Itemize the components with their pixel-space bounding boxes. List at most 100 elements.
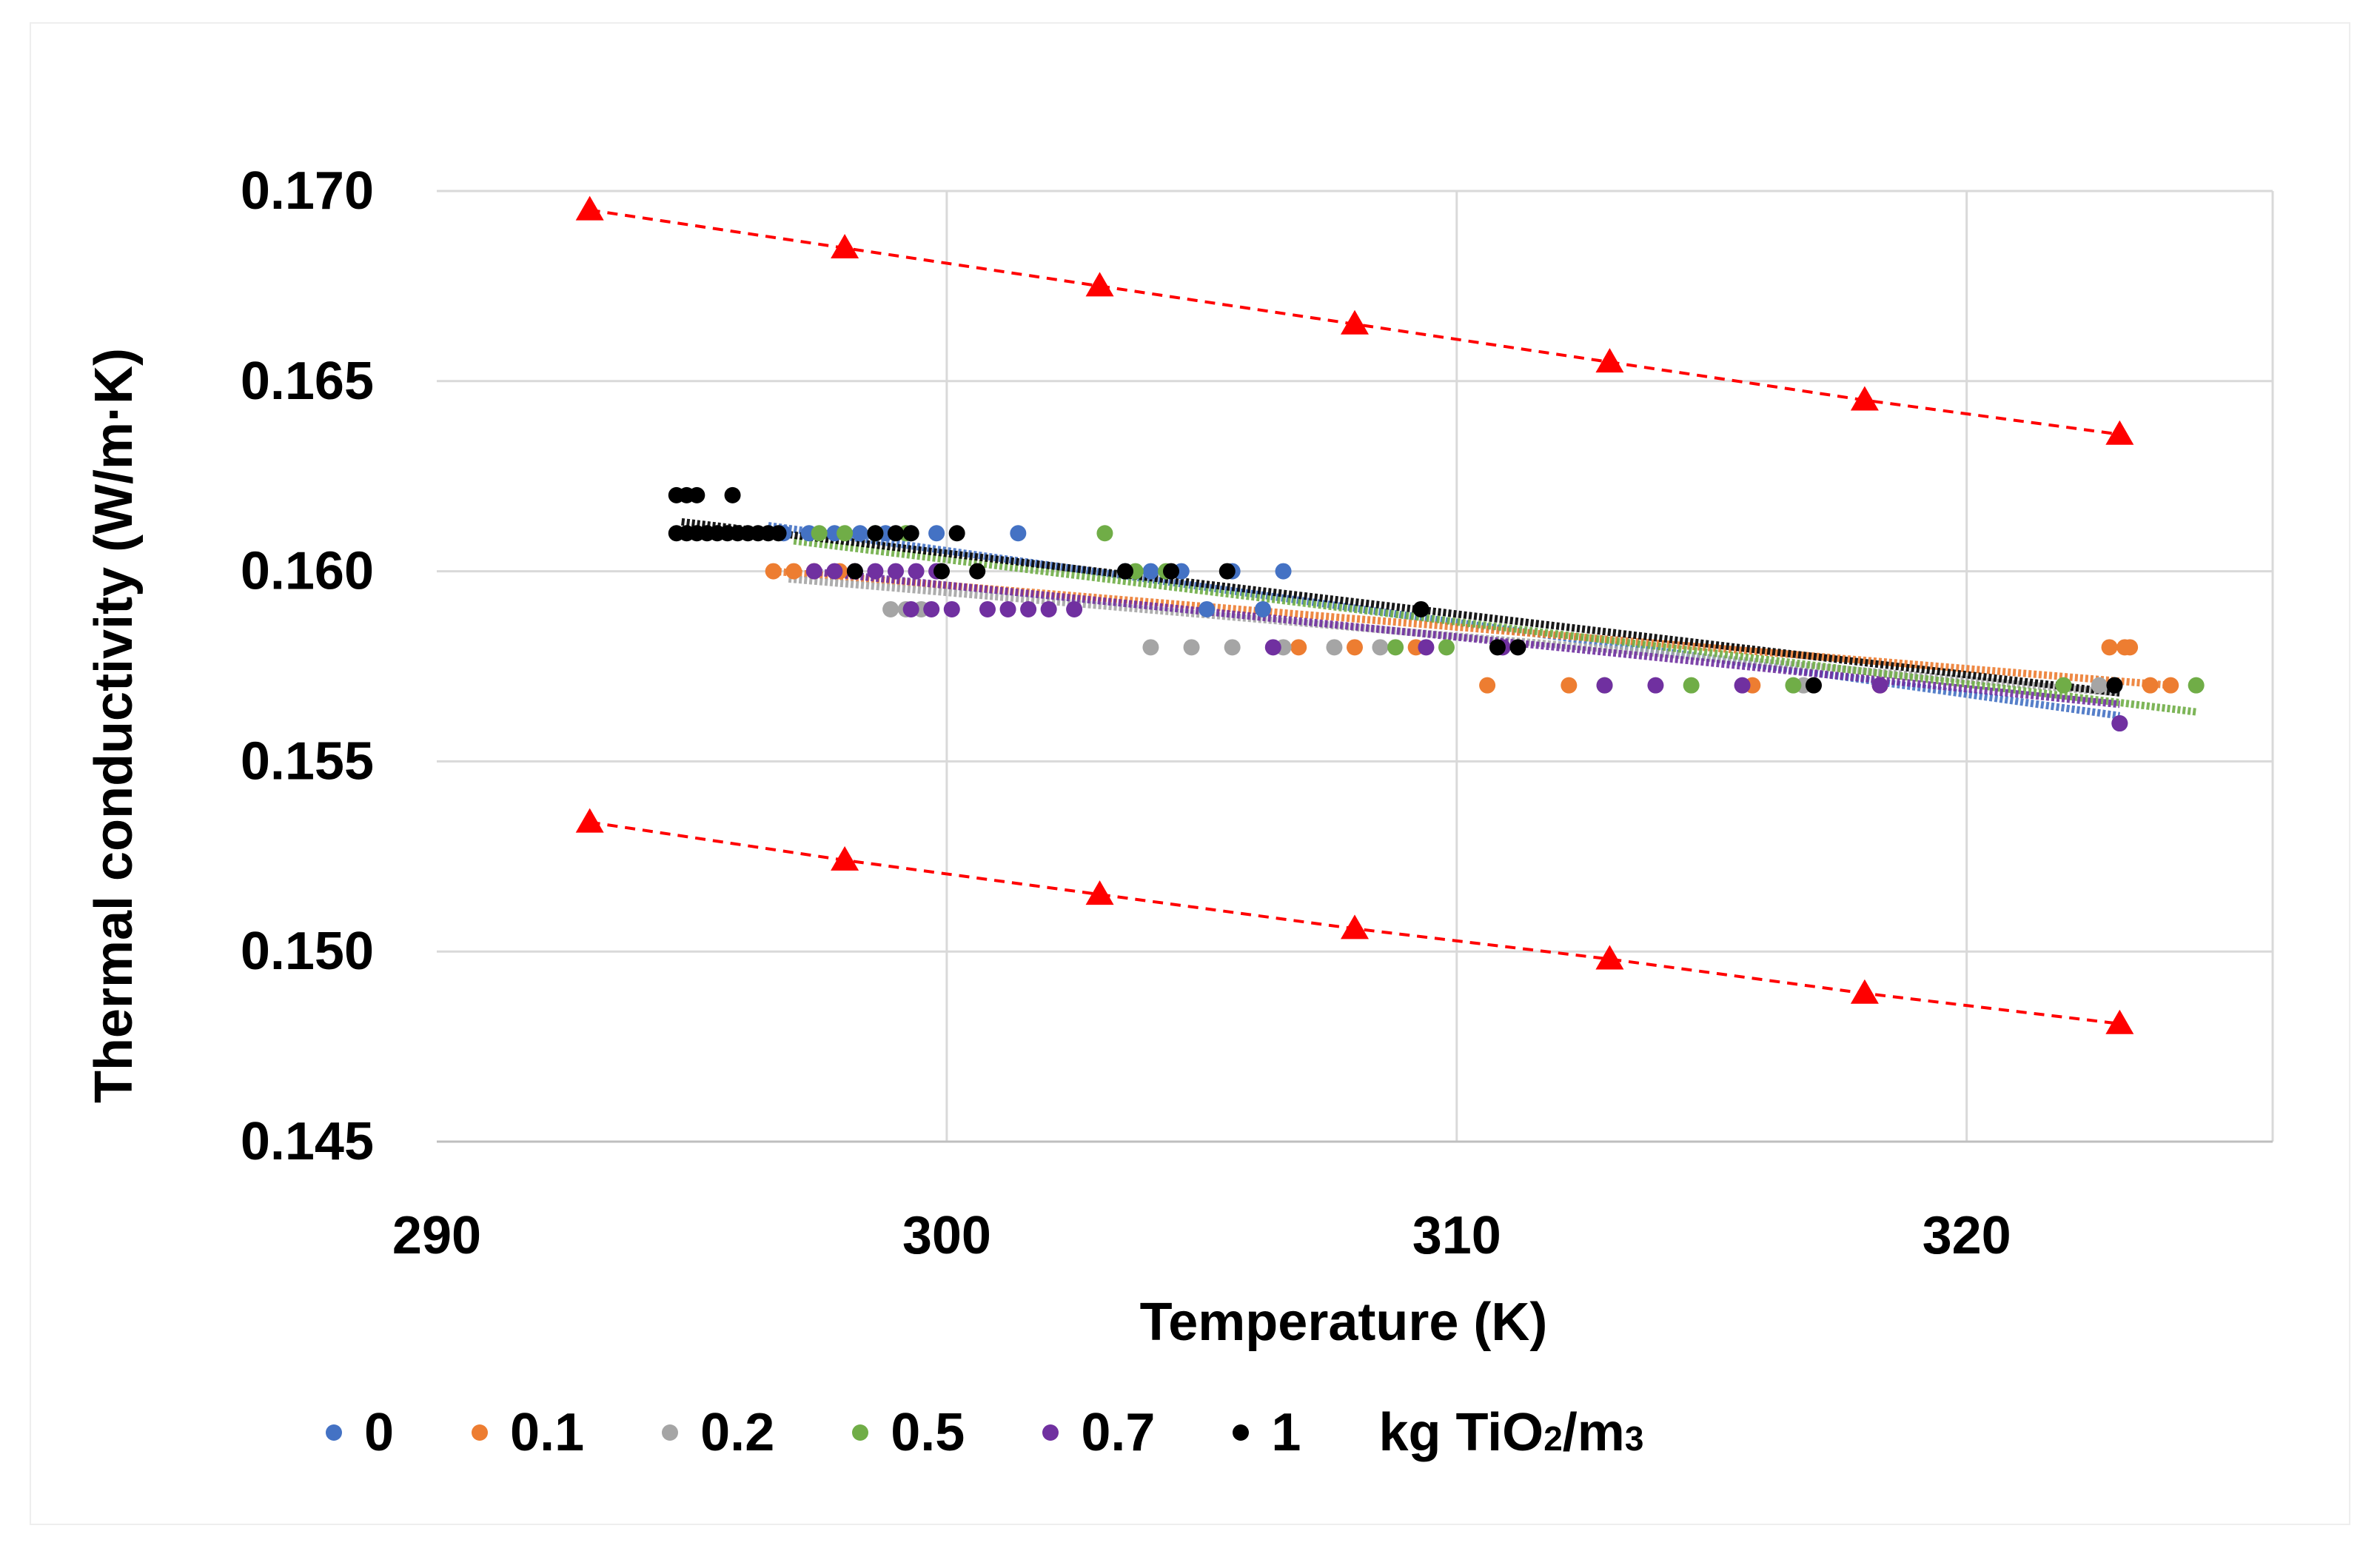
data-point-0 (1010, 525, 1027, 542)
data-point-0_2 (882, 600, 899, 617)
data-point-0_5 (1438, 639, 1455, 656)
data-point-0_2 (2091, 677, 2108, 694)
data-point-0_1 (1290, 639, 1307, 656)
x-tick-label: 320 (1923, 1206, 2011, 1265)
data-point-1 (1219, 563, 1236, 580)
chart-frame (30, 22, 2350, 1525)
x-tick-label: 300 (902, 1206, 991, 1265)
trendlines (681, 518, 2197, 720)
data-point-1 (1806, 677, 1822, 694)
legend-marker (662, 1424, 679, 1441)
data-point-0_5 (837, 525, 854, 542)
data-point-1 (888, 525, 904, 542)
data-point-0_7 (1596, 677, 1613, 694)
legend-marker (1233, 1424, 1250, 1441)
upper-bound-marker (1341, 309, 1369, 335)
lower-bound-marker (1085, 880, 1114, 905)
data-point-1 (724, 486, 741, 503)
data-point-0 (1255, 600, 1271, 617)
y-axis-title: Thermal conductivity (W/m·K) (84, 348, 144, 1103)
data-point-0_7 (999, 600, 1016, 617)
data-point-0 (1142, 563, 1159, 580)
lower-bound-marker (831, 845, 859, 871)
legend-unit-label: kg TiO 2/m 3 (1378, 1403, 1644, 1462)
data-point-1 (1509, 639, 1526, 656)
data-point-0_7 (979, 600, 996, 617)
legend: 0 0.1 0.2 0.5 0.7 1 kg TiO 2/m 3 (326, 1399, 1643, 1466)
lower-bound-marker (1341, 914, 1369, 940)
legend-item-0_5: 0.5 (852, 1402, 965, 1463)
data-point-0_7 (867, 563, 884, 580)
data-point-1 (770, 525, 787, 542)
upper-bound-marker (2105, 420, 2134, 445)
data-point-0_7 (908, 563, 925, 580)
data-point-1 (902, 525, 919, 542)
data-point-0_5 (1785, 677, 1802, 694)
y-tick-label: 0.160 (241, 542, 374, 601)
data-point-1 (969, 563, 986, 580)
data-point-0_7 (943, 600, 960, 617)
lower-bound-marker (1595, 945, 1624, 970)
data-point-1 (867, 525, 884, 542)
data-point-0_7 (1066, 600, 1083, 617)
y-tick-label: 0.150 (241, 922, 374, 981)
legend-marker (852, 1424, 869, 1441)
data-point-1 (933, 563, 950, 580)
legend-label: 1 (1271, 1403, 1301, 1462)
upper-bound-marker (1850, 386, 1879, 411)
trendline-0_1 (773, 567, 2171, 689)
data-points (668, 486, 2205, 732)
x-tick-label: 290 (392, 1206, 481, 1265)
data-point-0_7 (923, 600, 940, 617)
data-point-1 (2106, 677, 2123, 694)
data-point-1 (1412, 600, 1429, 617)
legend-item-0_2: 0.2 (662, 1402, 774, 1463)
data-point-0_7 (902, 600, 919, 617)
upper-bound-marker (1595, 348, 1624, 373)
legend-item-1: 1 (1233, 1402, 1301, 1463)
data-point-0 (928, 525, 945, 542)
data-point-0_2 (1326, 639, 1343, 656)
data-point-1 (688, 486, 705, 503)
data-point-0_2 (1224, 639, 1241, 656)
data-point-0_7 (1734, 677, 1751, 694)
data-point-0_5 (2055, 677, 2072, 694)
data-point-0_5 (811, 525, 828, 542)
legend-label: 0 (364, 1403, 395, 1462)
data-point-0_5 (1387, 639, 1404, 656)
legend-marker (326, 1424, 342, 1441)
data-point-0_7 (2111, 715, 2128, 732)
data-point-0_7 (1871, 677, 1888, 694)
data-point-0_1 (1561, 677, 1578, 694)
tick-labels: 0.145 0.150 0.155 0.160 0.165 0.170 290 300 310 3… (241, 161, 2011, 1265)
data-point-0_2 (1183, 639, 1200, 656)
data-point-0_7 (888, 563, 904, 580)
y-tick-label: 0.165 (241, 352, 374, 411)
y-tick-label: 0.155 (241, 731, 374, 791)
legend-item-0_7: 0.7 (1042, 1402, 1155, 1463)
y-tick-label: 0.145 (241, 1112, 374, 1171)
trendline-0_7 (808, 567, 2120, 709)
data-point-0_1 (2122, 639, 2139, 656)
y-tick-label: 0.170 (241, 161, 374, 221)
data-point-0 (1275, 563, 1292, 580)
upper-bound-marker (575, 195, 604, 221)
legend-marker (1042, 1424, 1059, 1441)
data-point-0 (1199, 600, 1216, 617)
upper-bound-marker (1085, 272, 1114, 297)
data-point-0_1 (1347, 639, 1363, 656)
legend-label: 0.5 (891, 1403, 965, 1462)
data-point-0_5 (1683, 677, 1700, 694)
data-point-1 (1489, 639, 1506, 656)
data-point-0 (851, 525, 868, 542)
data-point-0_7 (1264, 639, 1281, 656)
lower-bound-marker (1850, 979, 1879, 1004)
data-point-0_1 (2162, 677, 2179, 694)
data-point-1 (948, 525, 965, 542)
trendline-0_5 (793, 537, 2197, 716)
legend-item-0_1: 0.1 (472, 1402, 584, 1463)
data-point-0_5 (2188, 677, 2205, 694)
data-point-0_5 (1096, 525, 1113, 542)
legend-item-0: 0 (326, 1402, 394, 1463)
